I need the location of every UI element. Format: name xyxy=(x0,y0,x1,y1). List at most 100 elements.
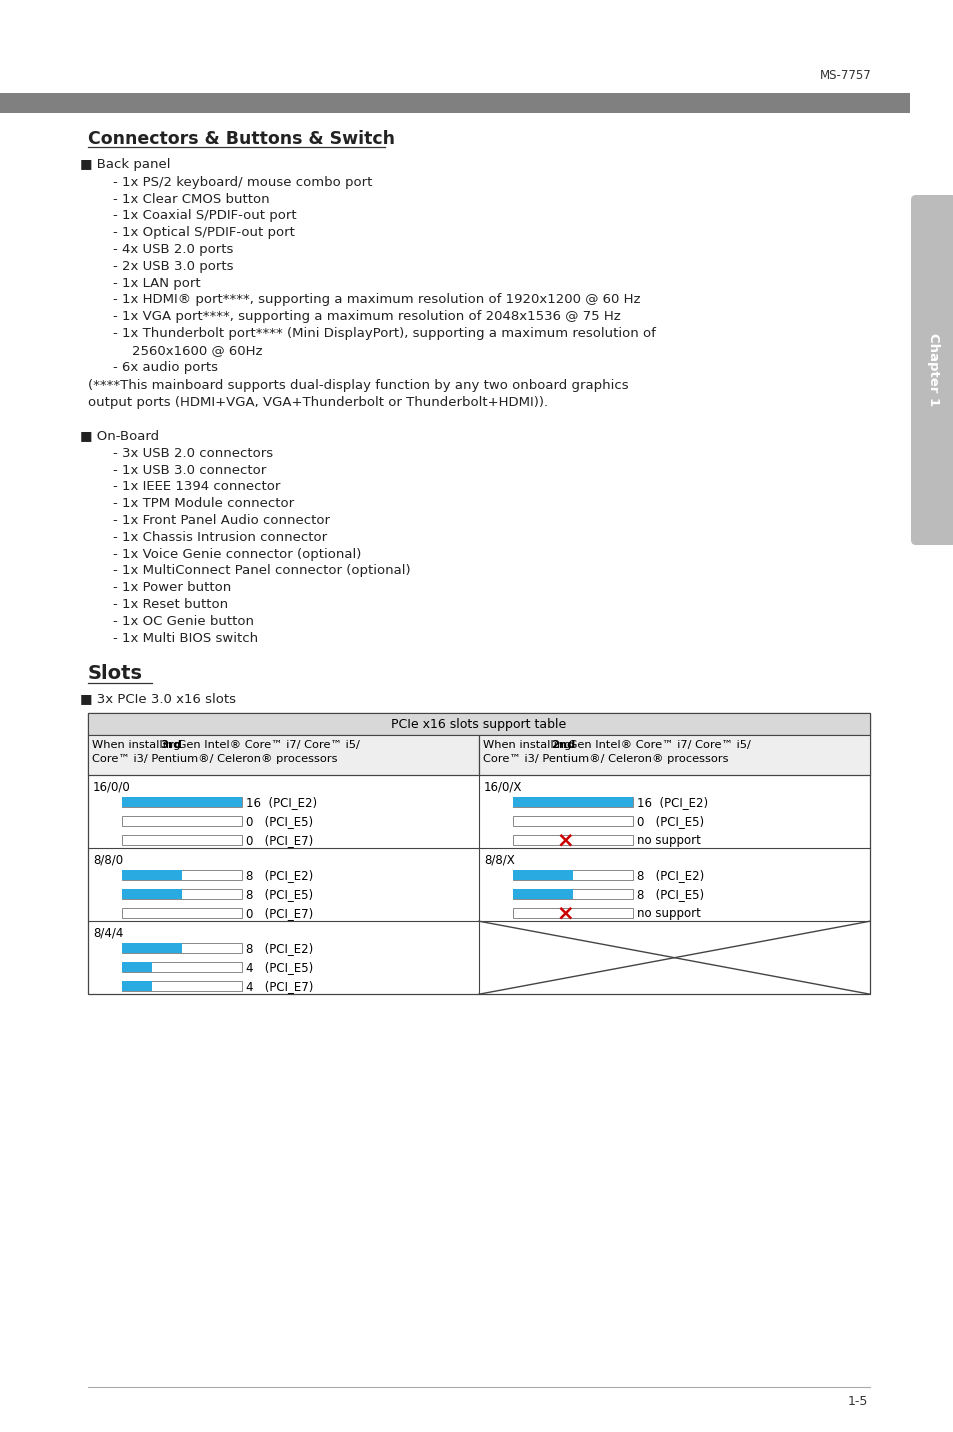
Text: 2x USB 3.0 ports: 2x USB 3.0 ports xyxy=(122,259,233,274)
Bar xyxy=(122,944,182,954)
Text: -: - xyxy=(112,326,116,339)
Text: 8   (PCI_E2): 8 (PCI_E2) xyxy=(637,869,703,882)
Bar xyxy=(478,735,869,775)
Text: 16  (PCI_E2): 16 (PCI_E2) xyxy=(246,796,316,809)
Text: 8/8/X: 8/8/X xyxy=(483,853,515,866)
Text: 1x Multi BIOS switch: 1x Multi BIOS switch xyxy=(122,632,258,644)
Bar xyxy=(122,835,242,845)
Text: Core™ i3/ Pentium®/ Celeron® processors: Core™ i3/ Pentium®/ Celeron® processors xyxy=(91,755,337,765)
Text: 4   (PCI_E5): 4 (PCI_E5) xyxy=(246,961,313,974)
FancyBboxPatch shape xyxy=(910,195,953,546)
Bar xyxy=(122,981,242,991)
Text: ■ Back panel: ■ Back panel xyxy=(80,158,171,170)
Text: When installing: When installing xyxy=(91,740,184,750)
Text: 0   (PCI_E7): 0 (PCI_E7) xyxy=(246,906,313,919)
Bar xyxy=(513,871,633,881)
Bar xyxy=(122,981,152,991)
Bar xyxy=(122,889,242,899)
Text: 1x VGA port****, supporting a maximum resolution of 2048x1536 @ 75 Hz: 1x VGA port****, supporting a maximum re… xyxy=(122,311,620,324)
Text: 1x OC Genie button: 1x OC Genie button xyxy=(122,614,253,627)
Text: 4   (PCI_E7): 4 (PCI_E7) xyxy=(246,979,313,992)
Text: Gen Intel® Core™ i7/ Core™ i5/: Gen Intel® Core™ i7/ Core™ i5/ xyxy=(173,740,359,750)
Text: 1x Optical S/PDIF-out port: 1x Optical S/PDIF-out port xyxy=(122,226,294,239)
Text: 1x USB 3.0 connector: 1x USB 3.0 connector xyxy=(122,464,266,477)
Text: -: - xyxy=(112,447,116,460)
Text: 4x USB 2.0 ports: 4x USB 2.0 ports xyxy=(122,243,233,256)
Text: 8/8/0: 8/8/0 xyxy=(92,853,123,866)
Text: -: - xyxy=(112,514,116,527)
Text: 1x MultiConnect Panel connector (optional): 1x MultiConnect Panel connector (optiona… xyxy=(122,564,410,577)
Text: -: - xyxy=(112,599,116,611)
Text: 3rd: 3rd xyxy=(160,740,182,750)
Bar xyxy=(122,798,242,808)
Text: 8   (PCI_E2): 8 (PCI_E2) xyxy=(246,942,313,955)
Text: 16/0/0: 16/0/0 xyxy=(92,780,131,793)
Text: Core™ i3/ Pentium®/ Celeron® processors: Core™ i3/ Pentium®/ Celeron® processors xyxy=(482,755,728,765)
Text: -: - xyxy=(112,547,116,560)
Text: -: - xyxy=(112,226,116,239)
Text: -: - xyxy=(112,614,116,627)
Bar xyxy=(0,93,909,113)
Bar xyxy=(513,798,633,808)
Text: 1x LAN port: 1x LAN port xyxy=(122,276,200,289)
Bar xyxy=(88,735,478,775)
Text: Connectors & Buttons & Switch: Connectors & Buttons & Switch xyxy=(88,130,395,147)
Text: ■ 3x PCIe 3.0 x16 slots: ■ 3x PCIe 3.0 x16 slots xyxy=(80,693,235,706)
Text: -: - xyxy=(112,581,116,594)
Text: 1-5: 1-5 xyxy=(846,1395,867,1408)
Text: 1x Reset button: 1x Reset button xyxy=(122,599,228,611)
Bar xyxy=(513,816,633,826)
Text: -: - xyxy=(112,243,116,256)
Text: 0   (PCI_E5): 0 (PCI_E5) xyxy=(246,815,313,828)
Text: -: - xyxy=(112,276,116,289)
Text: 2nd: 2nd xyxy=(551,740,575,750)
Text: 2560x1600 @ 60Hz: 2560x1600 @ 60Hz xyxy=(132,344,262,357)
Bar xyxy=(122,871,182,881)
Text: 1x Coaxial S/PDIF-out port: 1x Coaxial S/PDIF-out port xyxy=(122,209,296,222)
Bar xyxy=(122,962,152,972)
Text: 1x PS/2 keyboard/ mouse combo port: 1x PS/2 keyboard/ mouse combo port xyxy=(122,176,372,189)
Text: -: - xyxy=(112,294,116,306)
Text: 1x Clear CMOS button: 1x Clear CMOS button xyxy=(122,192,270,206)
Text: -: - xyxy=(112,497,116,510)
Bar xyxy=(122,908,242,918)
Bar xyxy=(513,835,633,845)
Text: PCIe x16 slots support table: PCIe x16 slots support table xyxy=(391,717,566,730)
Text: 6x audio ports: 6x audio ports xyxy=(122,361,218,374)
Text: Slots: Slots xyxy=(88,664,143,683)
Text: 1x Front Panel Audio connector: 1x Front Panel Audio connector xyxy=(122,514,330,527)
Text: 0   (PCI_E7): 0 (PCI_E7) xyxy=(246,833,313,846)
Text: 1x IEEE 1394 connector: 1x IEEE 1394 connector xyxy=(122,480,280,494)
Text: 1x Thunderbolt port**** (Mini DisplayPort), supporting a maximum resolution of: 1x Thunderbolt port**** (Mini DisplayPor… xyxy=(122,326,656,339)
Bar xyxy=(513,908,633,918)
Bar xyxy=(122,871,242,881)
Text: -: - xyxy=(112,259,116,274)
Text: Gen Intel® Core™ i7/ Core™ i5/: Gen Intel® Core™ i7/ Core™ i5/ xyxy=(564,740,750,750)
Text: 0   (PCI_E5): 0 (PCI_E5) xyxy=(637,815,703,828)
Text: no support: no support xyxy=(637,833,700,846)
Text: 8/4/4: 8/4/4 xyxy=(92,927,123,939)
Text: 8   (PCI_E2): 8 (PCI_E2) xyxy=(246,869,313,882)
Text: 1x HDMI® port****, supporting a maximum resolution of 1920x1200 @ 60 Hz: 1x HDMI® port****, supporting a maximum … xyxy=(122,294,639,306)
Bar xyxy=(122,962,242,972)
Text: 1x TPM Module connector: 1x TPM Module connector xyxy=(122,497,294,510)
Text: -: - xyxy=(112,480,116,494)
Text: 3x USB 2.0 connectors: 3x USB 2.0 connectors xyxy=(122,447,273,460)
Text: 1x Chassis Intrusion connector: 1x Chassis Intrusion connector xyxy=(122,531,327,544)
Bar xyxy=(513,798,633,808)
Bar xyxy=(122,944,242,954)
Text: ■ On-Board: ■ On-Board xyxy=(80,430,159,442)
Text: 8   (PCI_E5): 8 (PCI_E5) xyxy=(246,888,313,901)
Text: -: - xyxy=(112,361,116,374)
Text: When installing: When installing xyxy=(482,740,575,750)
Bar xyxy=(88,713,869,994)
Text: 1x Voice Genie connector (optional): 1x Voice Genie connector (optional) xyxy=(122,547,361,560)
Text: 16  (PCI_E2): 16 (PCI_E2) xyxy=(637,796,707,809)
Text: (****This mainboard supports dual-display function by any two onboard graphics: (****This mainboard supports dual-displa… xyxy=(88,379,628,392)
Text: -: - xyxy=(112,209,116,222)
Text: -: - xyxy=(112,464,116,477)
Text: 16/0/X: 16/0/X xyxy=(483,780,522,793)
Bar xyxy=(513,889,633,899)
Bar xyxy=(513,871,573,881)
Text: -: - xyxy=(112,632,116,644)
